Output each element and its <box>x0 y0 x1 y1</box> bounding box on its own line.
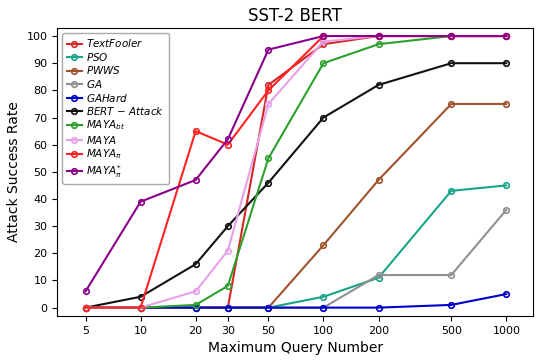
Title: SST-2 BERT: SST-2 BERT <box>248 7 342 25</box>
X-axis label: Maximum Query Number: Maximum Query Number <box>207 341 383 355</box>
Legend: $\it{TextFooler}$, $\it{PSO}$, $\it{PWWS}$, $\it{GA}$, $\it{GAHard}$, $\it{BERT}: $\it{TextFooler}$, $\it{PSO}$, $\it{PWWS… <box>63 33 168 184</box>
Y-axis label: Attack Success Rate: Attack Success Rate <box>7 101 21 242</box>
